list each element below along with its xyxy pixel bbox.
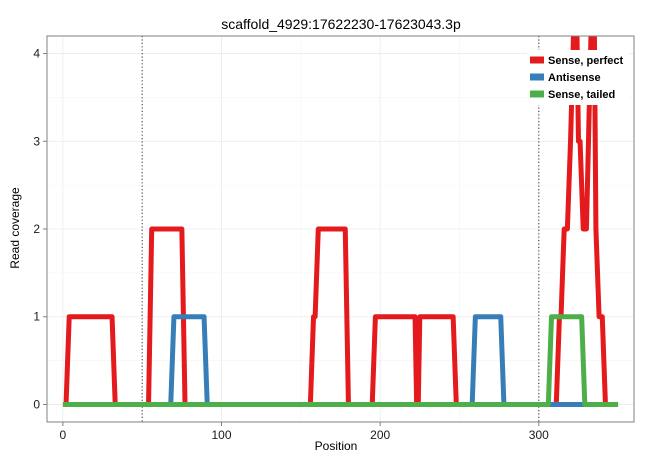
chart-title: scaffold_4929:17622230-17623043.3p	[221, 16, 461, 32]
x-tick-label: 0	[60, 428, 67, 442]
legend-swatch	[530, 90, 544, 98]
y-axis-title: Read coverage	[8, 187, 22, 269]
data-series	[62, 36, 619, 407]
legend-label: Sense, tailed	[548, 89, 615, 101]
legend: Sense, perfect Antisense Sense, tailed	[527, 50, 629, 105]
x-tick-label: 100	[211, 428, 231, 442]
legend-label: Sense, perfect	[548, 55, 624, 67]
y-axis-ticks: 0 1 2 3 4	[33, 47, 47, 411]
y-tick-label: 2	[33, 222, 40, 236]
x-tick-label: 200	[370, 428, 390, 442]
y-tick-label: 4	[33, 47, 40, 61]
y-tick-label: 0	[33, 397, 40, 411]
legend-label: Antisense	[548, 72, 601, 84]
x-axis-title: Position	[315, 439, 358, 453]
y-tick-label: 3	[33, 134, 40, 148]
series-line-3	[62, 314, 619, 407]
legend-swatch	[530, 56, 544, 64]
x-tick-label: 300	[529, 428, 549, 442]
y-tick-label: 1	[33, 310, 40, 324]
legend-swatch	[530, 73, 544, 81]
x-axis-ticks: 0 100 200 300	[60, 422, 549, 442]
